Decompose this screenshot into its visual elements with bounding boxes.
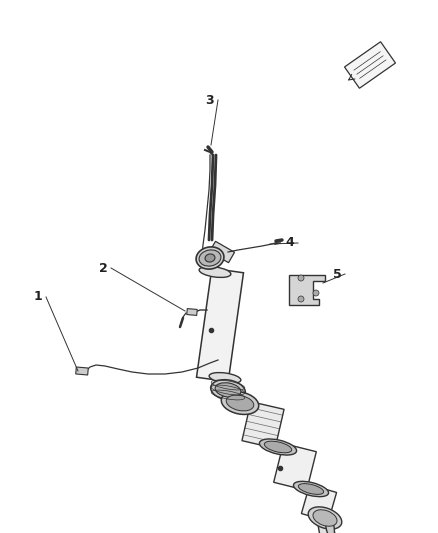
Ellipse shape <box>211 379 245 400</box>
Ellipse shape <box>215 383 241 397</box>
Ellipse shape <box>313 510 337 526</box>
Text: 5: 5 <box>332 268 341 280</box>
Ellipse shape <box>226 395 254 411</box>
Ellipse shape <box>199 250 221 266</box>
Ellipse shape <box>199 266 231 278</box>
Ellipse shape <box>264 441 292 453</box>
Ellipse shape <box>325 515 335 533</box>
Text: 3: 3 <box>206 93 214 107</box>
Ellipse shape <box>205 254 215 262</box>
Text: 1: 1 <box>34 290 42 303</box>
Circle shape <box>298 296 304 302</box>
Text: 2: 2 <box>99 262 107 274</box>
Ellipse shape <box>209 373 241 383</box>
Ellipse shape <box>308 507 342 529</box>
Ellipse shape <box>259 439 297 455</box>
Polygon shape <box>274 443 316 490</box>
Polygon shape <box>345 42 396 88</box>
Circle shape <box>313 290 319 296</box>
Ellipse shape <box>293 481 328 497</box>
Ellipse shape <box>298 483 324 495</box>
Polygon shape <box>187 309 197 316</box>
Polygon shape <box>289 275 325 305</box>
Polygon shape <box>242 402 284 448</box>
Polygon shape <box>317 514 336 533</box>
Polygon shape <box>197 268 244 382</box>
Polygon shape <box>301 484 336 521</box>
Polygon shape <box>209 241 234 263</box>
Circle shape <box>298 275 304 281</box>
Ellipse shape <box>221 392 259 415</box>
Ellipse shape <box>196 247 224 269</box>
Polygon shape <box>76 367 88 375</box>
Text: 4: 4 <box>286 237 294 249</box>
